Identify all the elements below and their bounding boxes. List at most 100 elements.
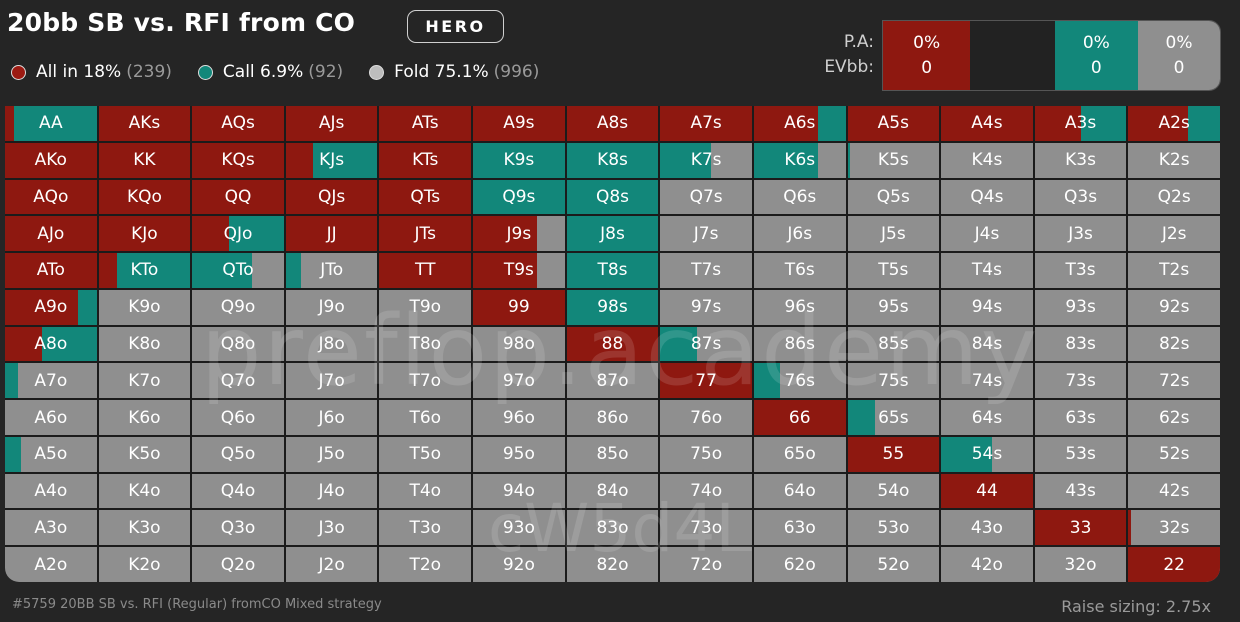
- hand-cell-44[interactable]: 44: [941, 473, 1033, 509]
- hand-cell-Q8o[interactable]: Q8o: [192, 326, 284, 362]
- hand-cell-73o[interactable]: 73o: [660, 510, 752, 546]
- hand-cell-A4s[interactable]: A4s: [941, 106, 1033, 141]
- hand-cell-AA[interactable]: AA: [5, 106, 97, 141]
- hand-cell-73s[interactable]: 73s: [1034, 363, 1127, 399]
- hand-cell-55[interactable]: 55: [847, 436, 940, 472]
- hand-cell-Q5s[interactable]: Q5s: [847, 179, 940, 215]
- hand-cell-K8s[interactable]: K8s: [566, 142, 659, 178]
- hand-cell-43o[interactable]: 43o: [941, 510, 1033, 546]
- hand-cell-87s[interactable]: 87s: [660, 326, 752, 362]
- hand-cell-J8o[interactable]: J8o: [285, 326, 378, 362]
- hand-cell-76o[interactable]: 76o: [660, 400, 752, 435]
- hand-cell-KTo[interactable]: KTo: [98, 253, 191, 288]
- hand-cell-K6s[interactable]: K6s: [753, 142, 846, 178]
- hand-cell-84o[interactable]: 84o: [566, 473, 659, 509]
- hand-cell-A8s[interactable]: A8s: [566, 106, 659, 141]
- hand-cell-96o[interactable]: 96o: [473, 400, 565, 435]
- hand-cell-99[interactable]: 99: [473, 289, 565, 325]
- hand-cell-J2s[interactable]: J2s: [1128, 216, 1220, 252]
- hand-cell-Q4s[interactable]: Q4s: [941, 179, 1033, 215]
- hand-cell-J2o[interactable]: J2o: [285, 547, 378, 582]
- hand-cell-54o[interactable]: 54o: [847, 473, 940, 509]
- hand-cell-AQo[interactable]: AQo: [5, 179, 97, 215]
- hand-cell-95o[interactable]: 95o: [473, 436, 565, 472]
- hand-cell-62s[interactable]: 62s: [1128, 400, 1220, 435]
- hand-cell-A4o[interactable]: A4o: [5, 473, 97, 509]
- hand-cell-A5s[interactable]: A5s: [847, 106, 940, 141]
- hand-cell-32s[interactable]: 32s: [1128, 510, 1220, 546]
- hand-cell-75s[interactable]: 75s: [847, 363, 940, 399]
- hand-cell-A6o[interactable]: A6o: [5, 400, 97, 435]
- hand-cell-J5s[interactable]: J5s: [847, 216, 940, 252]
- hand-cell-K5s[interactable]: K5s: [847, 142, 940, 178]
- hand-cell-J7o[interactable]: J7o: [285, 363, 378, 399]
- hand-cell-A6s[interactable]: A6s: [753, 106, 846, 141]
- hand-cell-AJs[interactable]: AJs: [285, 106, 378, 141]
- hand-cell-85o[interactable]: 85o: [566, 436, 659, 472]
- hand-cell-KJo[interactable]: KJo: [98, 216, 191, 252]
- legend-fold[interactable]: Fold 75.1% (996): [369, 62, 539, 82]
- hand-cell-72s[interactable]: 72s: [1128, 363, 1220, 399]
- hand-cell-KTs[interactable]: KTs: [379, 142, 472, 178]
- hand-cell-86o[interactable]: 86o: [566, 400, 659, 435]
- hand-cell-82o[interactable]: 82o: [566, 547, 659, 582]
- hand-cell-82s[interactable]: 82s: [1128, 326, 1220, 362]
- hand-cell-J3s[interactable]: J3s: [1034, 216, 1127, 252]
- hand-cell-83o[interactable]: 83o: [566, 510, 659, 546]
- hand-cell-54s[interactable]: 54s: [941, 436, 1033, 472]
- hand-cell-75o[interactable]: 75o: [660, 436, 752, 472]
- hand-cell-K3o[interactable]: K3o: [98, 510, 191, 546]
- hand-cell-Q3s[interactable]: Q3s: [1034, 179, 1127, 215]
- hand-cell-ATs[interactable]: ATs: [379, 106, 472, 141]
- hand-cell-65o[interactable]: 65o: [753, 436, 846, 472]
- hand-cell-J8s[interactable]: J8s: [566, 216, 659, 252]
- hand-cell-76s[interactable]: 76s: [753, 363, 846, 399]
- hand-cell-K4o[interactable]: K4o: [98, 473, 191, 509]
- hand-cell-Q4o[interactable]: Q4o: [192, 473, 284, 509]
- hand-cell-87o[interactable]: 87o: [566, 363, 659, 399]
- hand-cell-T2o[interactable]: T2o: [379, 547, 472, 582]
- hand-cell-Q5o[interactable]: Q5o: [192, 436, 284, 472]
- hand-cell-KJs[interactable]: KJs: [285, 142, 378, 178]
- hand-cell-J6s[interactable]: J6s: [753, 216, 846, 252]
- hand-cell-43s[interactable]: 43s: [1034, 473, 1127, 509]
- hand-cell-JTo[interactable]: JTo: [285, 253, 378, 288]
- hand-cell-ATo[interactable]: ATo: [5, 253, 97, 288]
- hand-cell-65s[interactable]: 65s: [847, 400, 940, 435]
- hand-cell-J9s[interactable]: J9s: [473, 216, 565, 252]
- hand-cell-Q9s[interactable]: Q9s: [473, 179, 565, 215]
- hand-cell-72o[interactable]: 72o: [660, 547, 752, 582]
- hand-cell-A2s[interactable]: A2s: [1128, 106, 1220, 141]
- hand-cell-J4o[interactable]: J4o: [285, 473, 378, 509]
- hand-cell-T3s[interactable]: T3s: [1034, 253, 1127, 288]
- hand-cell-K6o[interactable]: K6o: [98, 400, 191, 435]
- hand-cell-T3o[interactable]: T3o: [379, 510, 472, 546]
- hand-cell-T9o[interactable]: T9o: [379, 289, 472, 325]
- hand-cell-AJo[interactable]: AJo: [5, 216, 97, 252]
- hand-cell-Q7s[interactable]: Q7s: [660, 179, 752, 215]
- hand-cell-QJo[interactable]: QJo: [192, 216, 284, 252]
- hand-cell-98s[interactable]: 98s: [566, 289, 659, 325]
- hand-cell-T4s[interactable]: T4s: [941, 253, 1033, 288]
- hand-cell-Q6o[interactable]: Q6o: [192, 400, 284, 435]
- hand-cell-TT[interactable]: TT: [379, 253, 472, 288]
- hand-cell-K9s[interactable]: K9s: [473, 142, 565, 178]
- hand-cell-T9s[interactable]: T9s: [473, 253, 565, 288]
- hand-cell-K8o[interactable]: K8o: [98, 326, 191, 362]
- hand-cell-AKo[interactable]: AKo: [5, 142, 97, 178]
- hand-cell-K7s[interactable]: K7s: [660, 142, 752, 178]
- hand-cell-32o[interactable]: 32o: [1034, 547, 1127, 582]
- legend-call[interactable]: Call 6.9% (92): [197, 62, 343, 82]
- hand-cell-42s[interactable]: 42s: [1128, 473, 1220, 509]
- hand-cell-J5o[interactable]: J5o: [285, 436, 378, 472]
- hand-cell-A3o[interactable]: A3o: [5, 510, 97, 546]
- hand-cell-K4s[interactable]: K4s: [941, 142, 1033, 178]
- hand-cell-Q2s[interactable]: Q2s: [1128, 179, 1220, 215]
- hand-cell-K2o[interactable]: K2o: [98, 547, 191, 582]
- hand-cell-63s[interactable]: 63s: [1034, 400, 1127, 435]
- hand-cell-K2s[interactable]: K2s: [1128, 142, 1220, 178]
- hand-cell-AQs[interactable]: AQs: [192, 106, 284, 141]
- hand-cell-A9s[interactable]: A9s: [473, 106, 565, 141]
- hand-cell-52o[interactable]: 52o: [847, 547, 940, 582]
- hand-cell-53o[interactable]: 53o: [847, 510, 940, 546]
